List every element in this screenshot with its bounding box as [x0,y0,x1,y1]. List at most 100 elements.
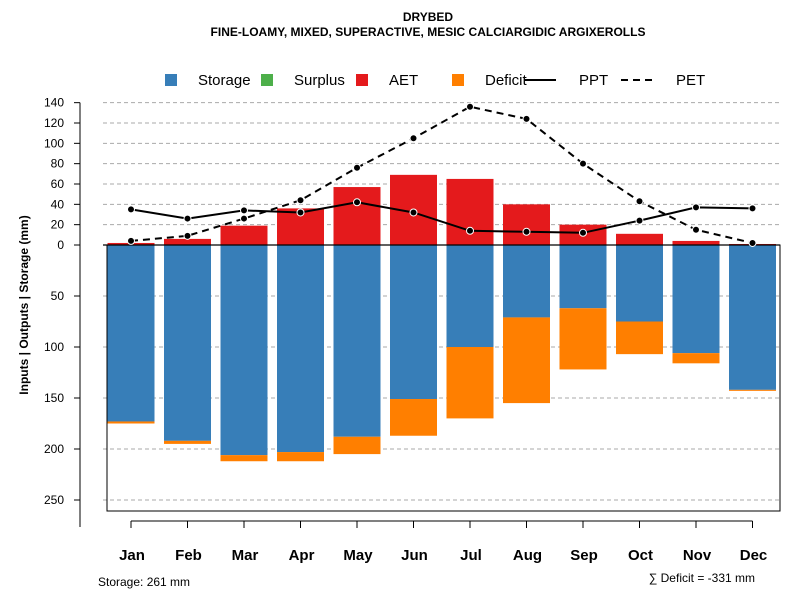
legend-label-aet: AET [389,72,418,89]
bar-deficit-sep [559,308,607,370]
bar-aet-may [333,187,381,245]
series-lines [127,102,757,247]
point-pet-jan [127,236,135,245]
bar-deficit-feb [164,440,211,444]
y-tick-label: 60 [51,177,65,191]
bar-deficit-aug [503,317,550,404]
point-ppt-mar [240,206,248,215]
chart-subtitle: FINE-LOAMY, MIXED, SUPERACTIVE, MESIC CA… [211,25,646,39]
bar-deficit-mar [220,455,268,462]
bar-deficit-may [333,436,381,455]
point-pet-jul [466,102,474,111]
x-tick-label-may: May [343,547,373,564]
x-tick-label-apr: Apr [289,547,315,564]
bar-storage-dec [729,245,776,390]
x-tick-label-mar: Mar [232,547,259,564]
point-ppt-apr [296,208,305,217]
point-ppt-oct [635,216,644,225]
legend-label-surplus: Surplus [294,72,345,89]
y-tick-label: 0 [57,238,64,252]
x-tick-label-nov: Nov [683,547,712,564]
x-tick-label-feb: Feb [175,547,202,564]
y-tick-label: 50 [51,289,65,303]
point-pet-nov [692,225,700,234]
legend-label-ppt: PPT [579,72,608,89]
point-pet-jun [409,134,418,143]
y-tick-label: 20 [51,218,65,232]
bar-aet-jul [446,178,494,245]
bars [103,174,780,462]
storage-note: Storage: 261 mm [98,575,190,589]
bar-deficit-jan [107,421,155,424]
line-ppt [130,201,753,234]
x-tick-label-jul: Jul [460,547,482,564]
bar-storage-sep [559,245,607,309]
x-tick-label-dec: Dec [740,547,768,564]
legend-label-storage: Storage [198,72,251,89]
y-tick-label: 200 [44,442,64,456]
x-tick-label-sep: Sep [570,547,598,564]
point-pet-mar [240,214,248,223]
bar-aet-oct [616,233,663,245]
x-tick-label-aug: Aug [513,547,542,564]
legend-swatch-aet [356,74,368,86]
point-ppt-may [353,198,361,207]
y-tick-label: 100 [44,340,64,354]
legend-swatch-deficit [452,74,464,86]
bar-deficit-jun [390,399,437,436]
bar-deficit-jul [446,347,494,419]
point-ppt-nov [692,203,700,212]
bar-storage-apr [277,245,324,453]
bar-storage-jun [390,245,437,400]
legend-label-pet: PET [676,72,705,89]
point-pet-feb [183,231,192,240]
bar-storage-jan [107,245,155,422]
point-ppt-aug [522,227,531,236]
legend-swatch-storage [165,74,177,86]
bar-storage-oct [616,245,663,322]
y-axis-title: Inputs | Outputs | Storage (mm) [17,215,31,394]
y-tick-label: 250 [44,493,64,507]
legend-label-deficit: Deficit [485,72,528,89]
bar-storage-nov [672,245,720,354]
y-tick-label: 150 [44,391,64,405]
bar-storage-aug [503,245,550,318]
y-tick-label: 120 [44,116,64,130]
grid-lines [103,102,781,512]
line-pet [130,105,753,244]
y-tick-label: 80 [51,157,65,171]
point-pet-apr [296,196,305,205]
bar-storage-jul [446,245,494,347]
point-ppt-feb [183,214,192,223]
point-ppt-jan [127,205,135,214]
x-tick-label-jan: Jan [119,547,145,564]
bar-storage-may [333,245,381,437]
x-tick-label-oct: Oct [628,547,653,564]
deficit-note: ∑ Deficit = -331 mm [649,571,755,585]
point-pet-oct [635,197,644,206]
bar-deficit-apr [277,452,324,462]
chart-title: DRYBED [403,10,454,24]
legend-swatch-surplus [261,74,273,86]
bar-aet-aug [503,204,550,245]
bar-deficit-oct [616,321,663,355]
point-pet-dec [748,238,757,247]
x-tick-label-jun: Jun [401,547,428,564]
point-pet-may [353,163,361,172]
point-ppt-jul [466,226,474,235]
y-tick-label: 40 [51,197,65,211]
bar-storage-mar [220,245,268,456]
bar-aet-mar [220,225,268,245]
point-ppt-jun [409,208,418,217]
bar-deficit-dec [729,389,776,391]
y-tick-label: 100 [44,136,64,150]
bar-aet-nov [672,240,720,245]
point-pet-aug [522,114,531,123]
bar-aet-feb [164,238,211,245]
point-ppt-sep [579,228,587,237]
bar-deficit-nov [672,353,720,364]
legend: Storage Surplus AET Deficit PPT PET [165,72,705,89]
bar-storage-feb [164,245,211,441]
